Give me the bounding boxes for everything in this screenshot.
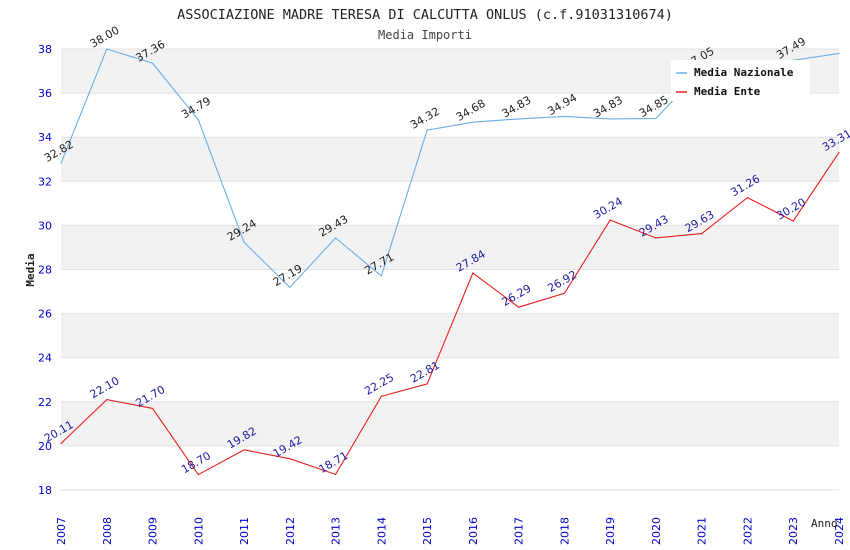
data-point <box>197 473 199 476</box>
plot-background <box>61 48 839 491</box>
data-point <box>746 197 749 199</box>
data-point <box>609 118 611 120</box>
data-point <box>563 292 566 294</box>
x-tick-label: 2012 <box>284 517 297 545</box>
data-label: 30.24 <box>591 195 625 222</box>
data-label: 38.00 <box>88 24 122 51</box>
data-label: 34.94 <box>545 91 579 118</box>
x-tick-label: 2010 <box>192 517 205 545</box>
x-tick-label: 2023 <box>787 517 800 545</box>
grid-band <box>61 137 839 182</box>
data-point <box>106 48 108 50</box>
data-point <box>563 115 566 118</box>
data-label: 34.83 <box>500 93 534 120</box>
grid-band <box>61 401 839 446</box>
data-point <box>243 241 245 243</box>
y-tick-label: 18 <box>38 484 52 497</box>
data-point <box>60 442 62 445</box>
data-point <box>380 275 382 277</box>
data-point <box>472 121 474 123</box>
y-tick-label: 34 <box>38 131 52 144</box>
x-tick-label: 2017 <box>513 517 526 545</box>
data-point <box>151 62 154 64</box>
x-tick-label: 2011 <box>238 517 251 545</box>
x-tick-label: 2020 <box>650 517 663 545</box>
data-point <box>60 162 62 164</box>
data-point <box>655 237 657 239</box>
data-point <box>334 237 337 239</box>
data-label: 34.32 <box>408 105 442 132</box>
data-point <box>518 118 520 120</box>
x-tick-label: 2014 <box>375 517 388 545</box>
data-point <box>518 306 520 308</box>
legend-label: Media Ente <box>694 85 761 98</box>
data-point <box>792 220 794 222</box>
data-label: 30.20 <box>774 196 808 223</box>
x-tick-label: 2022 <box>741 517 754 545</box>
data-point <box>655 117 657 120</box>
x-tick-label: 2018 <box>558 517 571 545</box>
data-point <box>426 383 428 385</box>
data-point <box>334 473 337 475</box>
data-point <box>380 395 382 397</box>
data-label: 18.71 <box>317 449 351 476</box>
y-tick-label: 38 <box>38 43 52 56</box>
data-label: 22.10 <box>88 374 122 401</box>
x-tick-label: 2021 <box>696 517 709 545</box>
data-label: 34.85 <box>637 93 671 120</box>
x-tick-label: 2009 <box>147 517 160 545</box>
legend-box <box>671 60 810 101</box>
y-tick-label: 24 <box>38 352 52 365</box>
data-label: 26.92 <box>545 268 579 295</box>
data-point <box>243 449 245 451</box>
data-point <box>426 129 428 131</box>
data-point <box>106 398 108 401</box>
data-point <box>838 151 840 154</box>
legend: Media Nazionale Media Ente <box>671 60 810 101</box>
data-point <box>289 458 291 460</box>
x-axis: 2007 2008 2009 2010 2011 2012 2013 2014 2015 2016… <box>55 517 846 545</box>
data-point <box>838 52 840 55</box>
chart-subtitle: Media Importi <box>378 28 472 42</box>
y-tick-label: 22 <box>38 396 52 409</box>
data-point <box>289 286 291 288</box>
y-axis-label: Media <box>24 253 37 286</box>
data-point <box>701 232 703 235</box>
y-tick-label: 36 <box>38 87 52 100</box>
grid-band <box>61 225 839 270</box>
series-line <box>60 152 840 476</box>
x-axis-label: Anno <box>811 517 838 530</box>
y-axis: 18 20 22 24 26 28 30 32 34 36 38 <box>38 43 52 497</box>
x-tick-label: 2019 <box>604 517 617 545</box>
data-point <box>609 219 611 221</box>
data-label: 34.68 <box>454 97 488 124</box>
data-point <box>472 272 474 274</box>
y-tick-label: 20 <box>38 440 52 453</box>
data-point <box>151 407 154 410</box>
data-label: 22.81 <box>408 359 442 386</box>
grid-band <box>61 313 839 358</box>
y-tick-label: 26 <box>38 308 52 321</box>
x-tick-label: 2015 <box>421 517 434 545</box>
data-label: 34.83 <box>591 93 625 120</box>
x-tick-label: 2013 <box>330 517 343 545</box>
legend-label: Media Nazionale <box>694 66 794 79</box>
x-tick-label: 2016 <box>467 517 480 545</box>
x-tick-label: 2008 <box>101 517 114 545</box>
x-tick-label: 2024 <box>833 517 846 545</box>
y-tick-label: 32 <box>38 175 52 188</box>
y-tick-label: 28 <box>38 264 52 277</box>
x-tick-label: 2007 <box>55 517 68 545</box>
y-tick-label: 30 <box>38 219 52 232</box>
chart-title: ASSOCIAZIONE MADRE TERESA DI CALCUTTA ON… <box>177 7 673 23</box>
data-point <box>197 119 199 121</box>
